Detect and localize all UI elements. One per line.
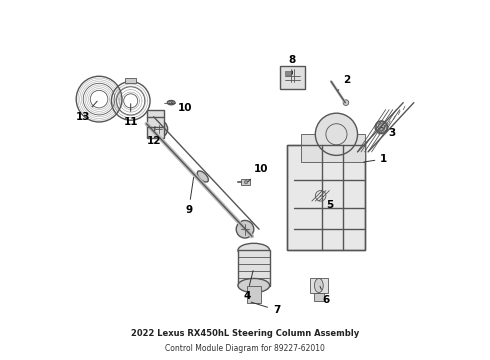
Text: 9: 9 <box>185 177 194 215</box>
Circle shape <box>150 120 168 138</box>
Bar <box>301 134 365 162</box>
Bar <box>247 285 261 303</box>
Text: 4: 4 <box>243 271 253 301</box>
Bar <box>287 145 365 250</box>
Text: 10: 10 <box>171 103 193 113</box>
Text: 13: 13 <box>76 101 97 122</box>
Bar <box>287 145 365 250</box>
Text: 8: 8 <box>289 55 296 74</box>
Ellipse shape <box>315 279 323 293</box>
Text: Control Module Diagram for 89227-62010: Control Module Diagram for 89227-62010 <box>165 344 325 353</box>
Bar <box>147 110 164 138</box>
Ellipse shape <box>238 279 270 293</box>
Circle shape <box>245 180 248 184</box>
Ellipse shape <box>238 243 270 257</box>
Text: 3: 3 <box>381 127 395 138</box>
Text: 1: 1 <box>364 154 388 164</box>
Circle shape <box>236 220 254 238</box>
Circle shape <box>375 121 388 134</box>
Bar <box>314 293 324 301</box>
Circle shape <box>378 124 385 131</box>
Ellipse shape <box>167 100 175 105</box>
Text: 2022 Lexus RX450hL Steering Column Assembly: 2022 Lexus RX450hL Steering Column Assem… <box>131 329 359 338</box>
Circle shape <box>343 100 349 105</box>
Ellipse shape <box>197 171 208 182</box>
Bar <box>242 179 250 185</box>
Bar <box>286 71 291 75</box>
Bar <box>125 78 136 83</box>
Bar <box>238 250 270 285</box>
Bar <box>280 66 305 89</box>
Text: 11: 11 <box>123 104 138 127</box>
Text: 12: 12 <box>147 126 161 146</box>
Bar <box>310 279 328 293</box>
Text: 7: 7 <box>251 302 280 315</box>
Text: 10: 10 <box>248 165 268 181</box>
Circle shape <box>316 113 358 156</box>
Text: 2: 2 <box>338 75 351 90</box>
Text: 5: 5 <box>320 196 333 210</box>
Text: 6: 6 <box>320 286 329 305</box>
